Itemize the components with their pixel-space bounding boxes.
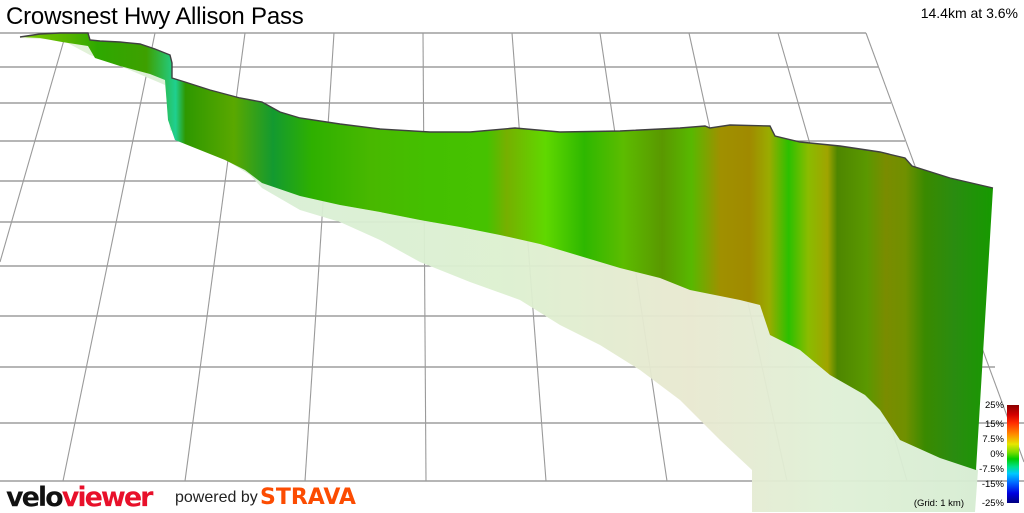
legend-label-0: 0%	[990, 449, 1004, 460]
grid-scale-note: (Grid: 1 km)	[913, 498, 964, 509]
powered-by-label: powered by	[175, 489, 258, 506]
profile-ribbon	[20, 33, 993, 470]
segment-title: Crowsnest Hwy Allison Pass	[6, 3, 304, 30]
profile-top-edge	[19, 32, 994, 189]
legend-label-neg-15: -15%	[981, 479, 1004, 490]
veloviewer-logo[interactable]: velo viewer	[6, 482, 154, 513]
legend-label-25: 25%	[984, 400, 1004, 411]
legend-label-7-5: 7.5%	[982, 434, 1004, 445]
gradient-legend: 25% 15% 7.5% 0% -7.5% -15% -25%	[964, 398, 1024, 512]
legend-label-neg-25: -25%	[981, 498, 1004, 509]
gradient-color-scale	[1007, 405, 1019, 503]
strava-logo[interactable]: STRAVA	[260, 485, 356, 510]
logo-text-velo: velo	[6, 482, 64, 513]
profile-ground-shadow	[20, 33, 978, 512]
legend-label-15: 15%	[984, 419, 1004, 430]
legend-label-neg-7-5: -7.5%	[979, 464, 1004, 475]
segment-summary: 14.4km at 3.6%	[920, 5, 1018, 21]
logo-text-viewer: viewer	[61, 482, 154, 513]
